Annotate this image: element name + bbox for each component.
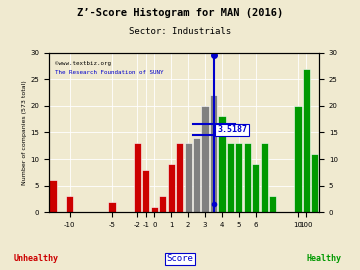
Text: Z’-Score Histogram for MAN (2016): Z’-Score Histogram for MAN (2016) xyxy=(77,8,283,18)
Text: 3.5187: 3.5187 xyxy=(217,125,247,134)
Bar xyxy=(311,154,319,212)
Text: ©www.textbiz.org: ©www.textbiz.org xyxy=(55,60,112,66)
Bar xyxy=(185,143,192,212)
Bar xyxy=(261,143,268,212)
Y-axis label: Number of companies (573 total): Number of companies (573 total) xyxy=(22,80,27,185)
Text: Score: Score xyxy=(167,254,193,263)
Bar xyxy=(142,170,149,212)
Bar xyxy=(202,106,208,212)
Bar xyxy=(252,164,259,212)
Text: Unhealthy: Unhealthy xyxy=(14,254,58,263)
Bar xyxy=(294,106,302,212)
Bar xyxy=(108,202,116,212)
Bar xyxy=(134,143,141,212)
Bar xyxy=(244,143,251,212)
Bar xyxy=(193,138,200,212)
Bar xyxy=(218,116,225,212)
Text: The Research Foundation of SUNY: The Research Foundation of SUNY xyxy=(55,70,164,75)
Bar xyxy=(168,164,175,212)
Bar xyxy=(176,143,183,212)
Bar xyxy=(49,180,57,212)
Bar xyxy=(159,196,166,212)
Bar xyxy=(210,95,217,212)
Text: Healthy: Healthy xyxy=(306,254,342,263)
Bar xyxy=(66,196,73,212)
Text: Sector: Industrials: Sector: Industrials xyxy=(129,27,231,36)
Bar xyxy=(303,69,310,212)
Bar xyxy=(151,207,158,212)
Bar xyxy=(269,196,276,212)
Bar xyxy=(227,143,234,212)
Bar xyxy=(235,143,242,212)
